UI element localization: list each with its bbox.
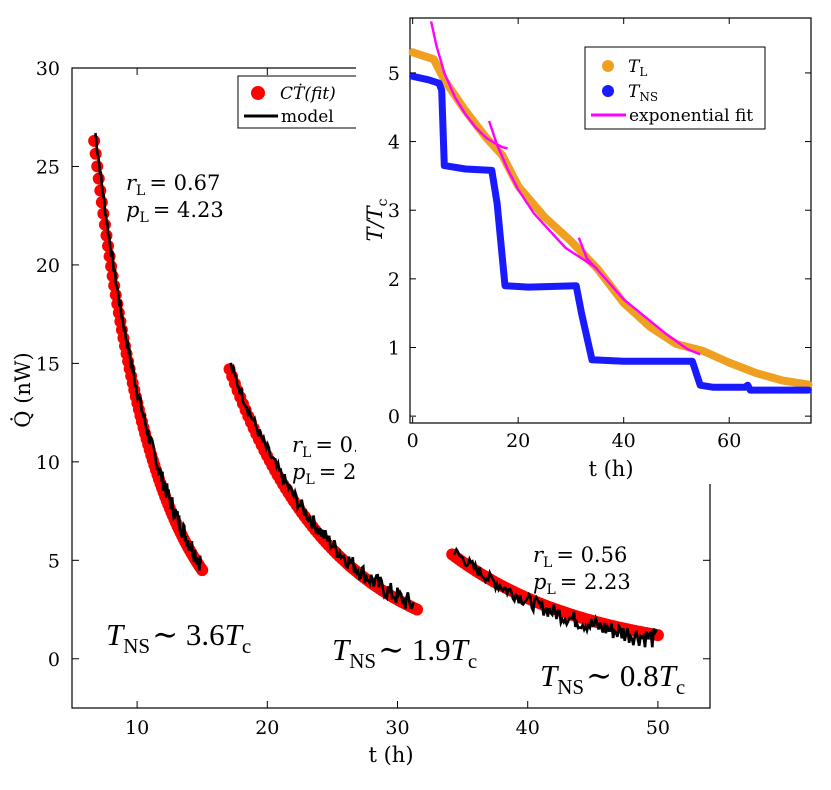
inset-ylabel: T/Tc — [363, 198, 391, 241]
inset-xtick-label: 20 — [506, 430, 530, 452]
svg-text:rL= 0.56: rL = 0.56 — [533, 543, 627, 571]
inset-ytick-label: 4 — [388, 132, 400, 154]
inset-ytick-label: 5 — [388, 63, 400, 85]
main-ytick-label: 5 — [48, 550, 60, 572]
main-ylabel: Q̇ (nW) — [11, 352, 35, 427]
legend-exp-label: exponential fit — [629, 106, 753, 126]
regime-label-1: TNS∼ 3.6Tc — [106, 617, 251, 658]
main-ytick-label: 30 — [36, 58, 60, 80]
main-ytick-label: 15 — [36, 353, 60, 375]
inset-plot-frame — [409, 17, 812, 424]
main-xtick-label: 40 — [516, 717, 540, 739]
fit-point — [411, 603, 424, 616]
fit-point — [88, 134, 101, 147]
main-ytick-label: 0 — [48, 649, 60, 671]
exp-fit-segment — [577, 237, 701, 356]
inset-plot: 0 20 40 60 0 1 2 3 4 5 T/Tc t (h) TL TNS exponent… — [356, 6, 824, 484]
main-xlabel: t (h) — [368, 743, 413, 767]
main-xtick-label: 30 — [385, 717, 409, 739]
model-line-segment — [229, 362, 415, 610]
inset-ytick-label: 1 — [388, 337, 400, 359]
legend-fit-label: CṪ(fit) — [280, 83, 336, 104]
legend-TL-marker — [602, 60, 614, 72]
main-xtick-label: 20 — [255, 717, 279, 739]
TNS-series-line — [409, 72, 812, 394]
regime-label-3: TNS∼ 0.8Tc — [540, 658, 685, 699]
svg-text:pL= 4.23: pL = 4.23 — [126, 198, 224, 226]
TL-series-line — [408, 48, 813, 389]
annotation-1: rL = 0.67 pL = 4.23 — [126, 171, 224, 226]
main-legend: CṪ(fit) model — [237, 75, 363, 129]
inset-ytick-label: 3 — [388, 200, 400, 222]
exp-fit-segment — [487, 120, 598, 270]
legend-TNS-label: TNS — [628, 82, 658, 104]
fit-point — [95, 196, 108, 209]
main-ytick-label: 25 — [36, 156, 60, 178]
svg-text:rL= 0.67: rL = 0.67 — [126, 171, 220, 199]
inset-ytick-label: 0 — [388, 406, 400, 428]
fit-point — [97, 207, 110, 220]
annotation-3: rL = 0.56 pL = 2.23 — [533, 543, 631, 598]
regime-label-2: TNS∼ 1.9Tc — [332, 632, 477, 673]
fit-point — [102, 240, 115, 253]
inset-legend: TL TNS exponential fit — [584, 46, 766, 130]
model-line-segment — [94, 132, 203, 571]
legend-TL-label: TL — [628, 57, 647, 79]
model-line-segment — [452, 546, 658, 648]
inset-xtick-label: 60 — [717, 430, 741, 452]
main-xtick-label: 50 — [646, 717, 670, 739]
main-ytick-label: 10 — [36, 452, 60, 474]
main-xtick-label: 10 — [125, 717, 149, 739]
inset-xtick-label: 0 — [407, 430, 419, 452]
fit-point — [91, 160, 104, 173]
svg-text:pL= 2.23: pL = 2.23 — [533, 570, 631, 598]
legend-model-label: model — [281, 107, 334, 127]
legend-fit-marker — [251, 86, 265, 100]
inset-xtick-label: 40 — [612, 430, 636, 452]
inset-ytick-label: 2 — [388, 269, 400, 291]
inset-xlabel: t (h) — [588, 457, 633, 481]
main-ytick-label: 20 — [36, 255, 60, 277]
legend-TNS-marker — [602, 85, 614, 97]
fit-point — [98, 218, 111, 231]
